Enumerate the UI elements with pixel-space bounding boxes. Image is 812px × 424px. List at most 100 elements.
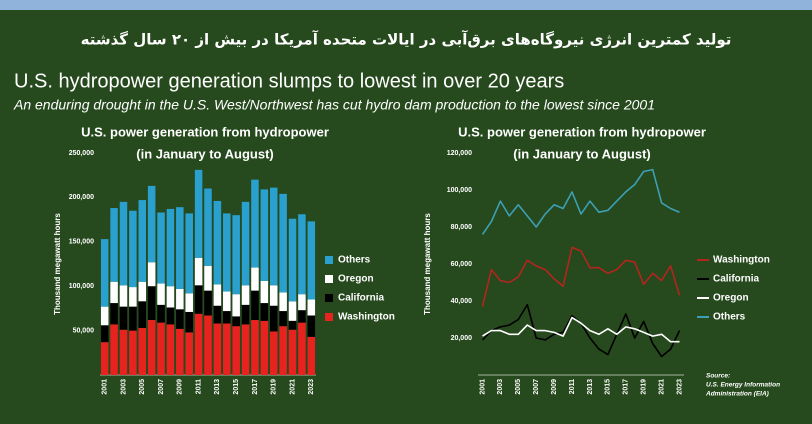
bar-segment bbox=[176, 328, 184, 375]
line-series bbox=[481, 246, 681, 307]
bar-segment bbox=[157, 322, 165, 375]
bar-segment bbox=[213, 284, 222, 306]
bar-segment bbox=[260, 280, 269, 304]
main-title: U.S. hydropower generation slumps to low… bbox=[14, 70, 564, 92]
x-tick-label: 2005 bbox=[515, 379, 522, 395]
y-tick-label: 200,000 bbox=[69, 194, 94, 201]
legend-swatch bbox=[325, 313, 333, 321]
legend-label: California bbox=[713, 274, 760, 285]
y-tick-label: 120,000 bbox=[447, 150, 472, 157]
bar-segment bbox=[194, 169, 203, 258]
bar-segment bbox=[110, 208, 118, 282]
source: Source: U.S. Energy Information Administ… bbox=[705, 373, 780, 398]
y-axis-label: Thousand megawatt hours bbox=[53, 213, 62, 315]
legend-label: Washington bbox=[338, 312, 395, 323]
bar-segment bbox=[269, 331, 278, 375]
bar-segment bbox=[138, 301, 147, 328]
x-tick-label: 2019 bbox=[271, 379, 278, 395]
legend-swatch bbox=[325, 256, 333, 264]
bar-segment bbox=[269, 305, 278, 332]
x-tick-label: 2009 bbox=[551, 379, 558, 395]
x-tick-label: 2011 bbox=[569, 379, 576, 394]
legend-swatch bbox=[325, 294, 333, 302]
x-tick-label: 2013 bbox=[587, 379, 594, 395]
bar-segment bbox=[147, 319, 156, 375]
legend-label: Washington bbox=[713, 255, 770, 266]
bar-segment bbox=[129, 287, 137, 307]
bar-segment bbox=[307, 315, 316, 337]
bar-segment bbox=[251, 179, 259, 268]
bar-segment bbox=[138, 281, 147, 302]
bar-segment bbox=[194, 257, 203, 286]
bar-segment bbox=[213, 323, 222, 375]
legend-label: Oregon bbox=[338, 274, 374, 285]
bar-segment bbox=[185, 311, 193, 333]
bar-segment bbox=[119, 306, 128, 330]
x-tick-label: 2015 bbox=[605, 379, 612, 395]
x-tick-label: 2015 bbox=[233, 379, 240, 395]
bar-segment bbox=[213, 200, 222, 285]
bar-segment bbox=[138, 327, 147, 375]
bar-segment bbox=[223, 323, 231, 375]
bar-segment bbox=[232, 316, 240, 327]
bar-segment bbox=[204, 265, 212, 291]
x-tick-label: 2009 bbox=[177, 379, 184, 395]
bar-segment bbox=[157, 283, 165, 305]
y-tick-label: 20,000 bbox=[451, 335, 473, 342]
bar-segment bbox=[213, 305, 222, 324]
y-tick-label: 40,000 bbox=[451, 298, 473, 305]
x-tick-label: 2007 bbox=[158, 379, 165, 395]
bar-segment bbox=[260, 320, 269, 375]
legend-label: Others bbox=[713, 312, 746, 323]
bar-segment bbox=[232, 294, 240, 317]
bar-segment bbox=[166, 307, 175, 325]
bar-segment bbox=[194, 313, 203, 375]
x-tick-label: 2017 bbox=[623, 379, 630, 395]
bar-segment bbox=[147, 286, 156, 320]
bar-segment bbox=[269, 285, 278, 306]
x-tick-label: 2003 bbox=[497, 379, 504, 395]
bar-segment bbox=[185, 332, 193, 375]
bar-segment bbox=[166, 324, 175, 375]
bar-segment bbox=[138, 200, 147, 282]
bar-segment bbox=[100, 342, 109, 375]
bar-segment bbox=[279, 311, 287, 327]
bar-segment bbox=[279, 193, 287, 293]
bar-segment bbox=[223, 311, 231, 324]
y-axis-label: Thousand megawatt hours bbox=[423, 213, 432, 315]
bar-segment bbox=[298, 214, 306, 295]
bar-segment bbox=[100, 306, 109, 326]
bar-segment bbox=[298, 310, 306, 323]
bar-segment bbox=[166, 208, 175, 287]
bar-segment bbox=[288, 301, 297, 321]
bar-segment bbox=[166, 286, 175, 308]
bar-segment bbox=[119, 329, 128, 375]
x-tick-label: 2017 bbox=[252, 379, 259, 395]
legend-label: California bbox=[338, 293, 385, 304]
bar-segment bbox=[147, 185, 156, 263]
x-tick-label: 2001 bbox=[479, 379, 486, 395]
bar-segment bbox=[251, 319, 259, 375]
chart-title: U.S. power generation from hydropower bbox=[458, 124, 706, 139]
bar-segment bbox=[260, 189, 269, 281]
chart-title: U.S. power generation from hydropower bbox=[81, 124, 329, 139]
bar-segment bbox=[241, 324, 250, 375]
bar-segment bbox=[288, 329, 297, 375]
bar-segment bbox=[176, 288, 184, 310]
legend-label: Oregon bbox=[713, 293, 749, 304]
y-tick-label: 60,000 bbox=[451, 261, 473, 268]
source-line: U.S. Energy Information bbox=[706, 382, 780, 389]
bar-segment bbox=[251, 290, 259, 320]
bar-segment bbox=[119, 285, 128, 307]
bar-segment bbox=[100, 325, 109, 343]
bar-segment bbox=[110, 281, 118, 304]
chart-subtitle: (in January to August) bbox=[136, 146, 273, 161]
legend-label: Others bbox=[338, 255, 371, 266]
bar-segment bbox=[307, 336, 316, 375]
bar-segment bbox=[194, 285, 203, 314]
x-tick-label: 2007 bbox=[533, 379, 540, 395]
bar-segment bbox=[129, 210, 137, 288]
legend-swatch bbox=[325, 275, 333, 283]
bar-segment bbox=[298, 322, 306, 375]
